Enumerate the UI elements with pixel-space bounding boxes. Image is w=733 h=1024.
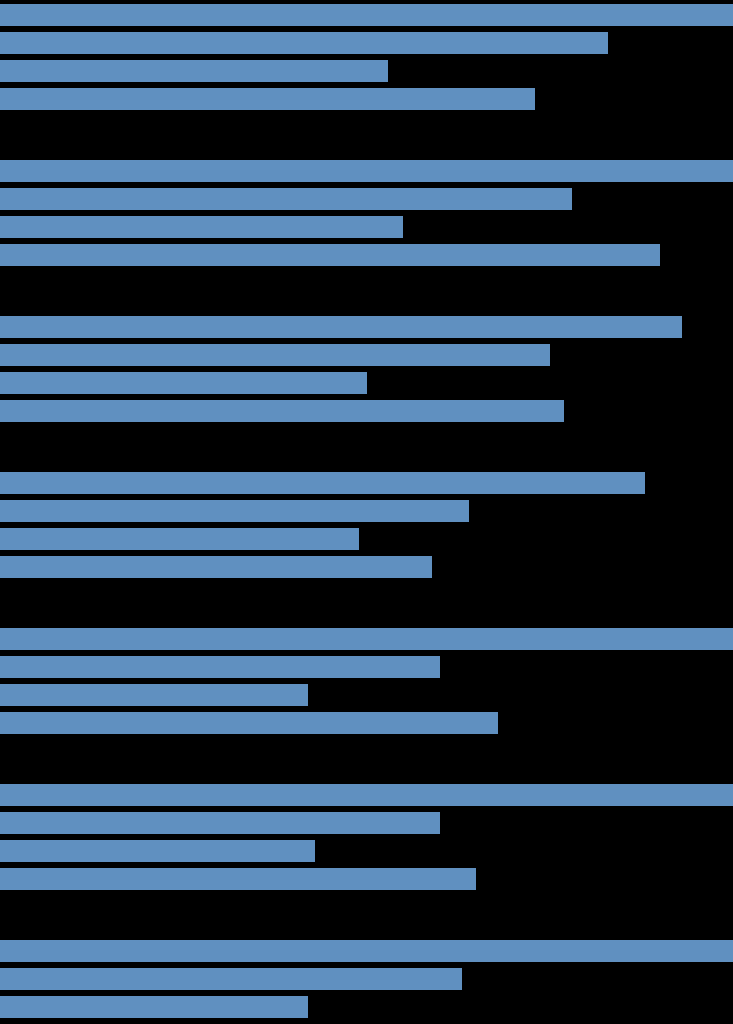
- Bar: [0, 556, 432, 578]
- Bar: [0, 684, 308, 706]
- Bar: [0, 4, 733, 26]
- Bar: [0, 372, 366, 394]
- Bar: [0, 500, 469, 522]
- Bar: [0, 940, 733, 962]
- Bar: [0, 160, 733, 182]
- Bar: [0, 628, 733, 650]
- Bar: [0, 784, 733, 806]
- Bar: [0, 400, 564, 422]
- Bar: [0, 528, 359, 550]
- Bar: [0, 32, 608, 54]
- Bar: [0, 840, 315, 862]
- Bar: [0, 216, 403, 238]
- Bar: [0, 968, 462, 990]
- Bar: [0, 812, 440, 834]
- Bar: [0, 244, 660, 266]
- Bar: [0, 316, 682, 338]
- Bar: [0, 88, 535, 110]
- Bar: [0, 472, 645, 494]
- Bar: [0, 344, 550, 366]
- Bar: [0, 656, 440, 678]
- Bar: [0, 868, 476, 890]
- Bar: [0, 712, 498, 734]
- Bar: [0, 996, 308, 1018]
- Bar: [0, 60, 388, 82]
- Bar: [0, 188, 572, 210]
